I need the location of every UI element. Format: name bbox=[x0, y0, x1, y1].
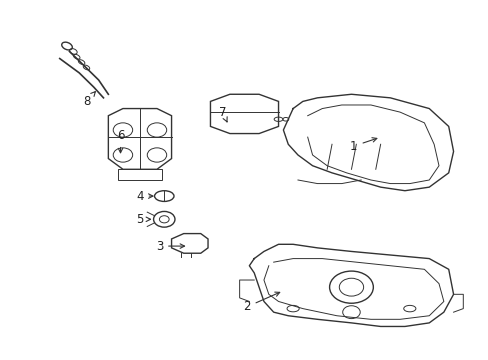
Text: 2: 2 bbox=[243, 292, 279, 313]
Text: 8: 8 bbox=[82, 91, 95, 108]
Text: 7: 7 bbox=[219, 105, 227, 122]
Text: 6: 6 bbox=[117, 129, 124, 153]
Text: 5: 5 bbox=[136, 213, 150, 226]
Text: 3: 3 bbox=[155, 240, 184, 253]
Text: 4: 4 bbox=[136, 190, 153, 203]
Text: 1: 1 bbox=[349, 138, 376, 153]
